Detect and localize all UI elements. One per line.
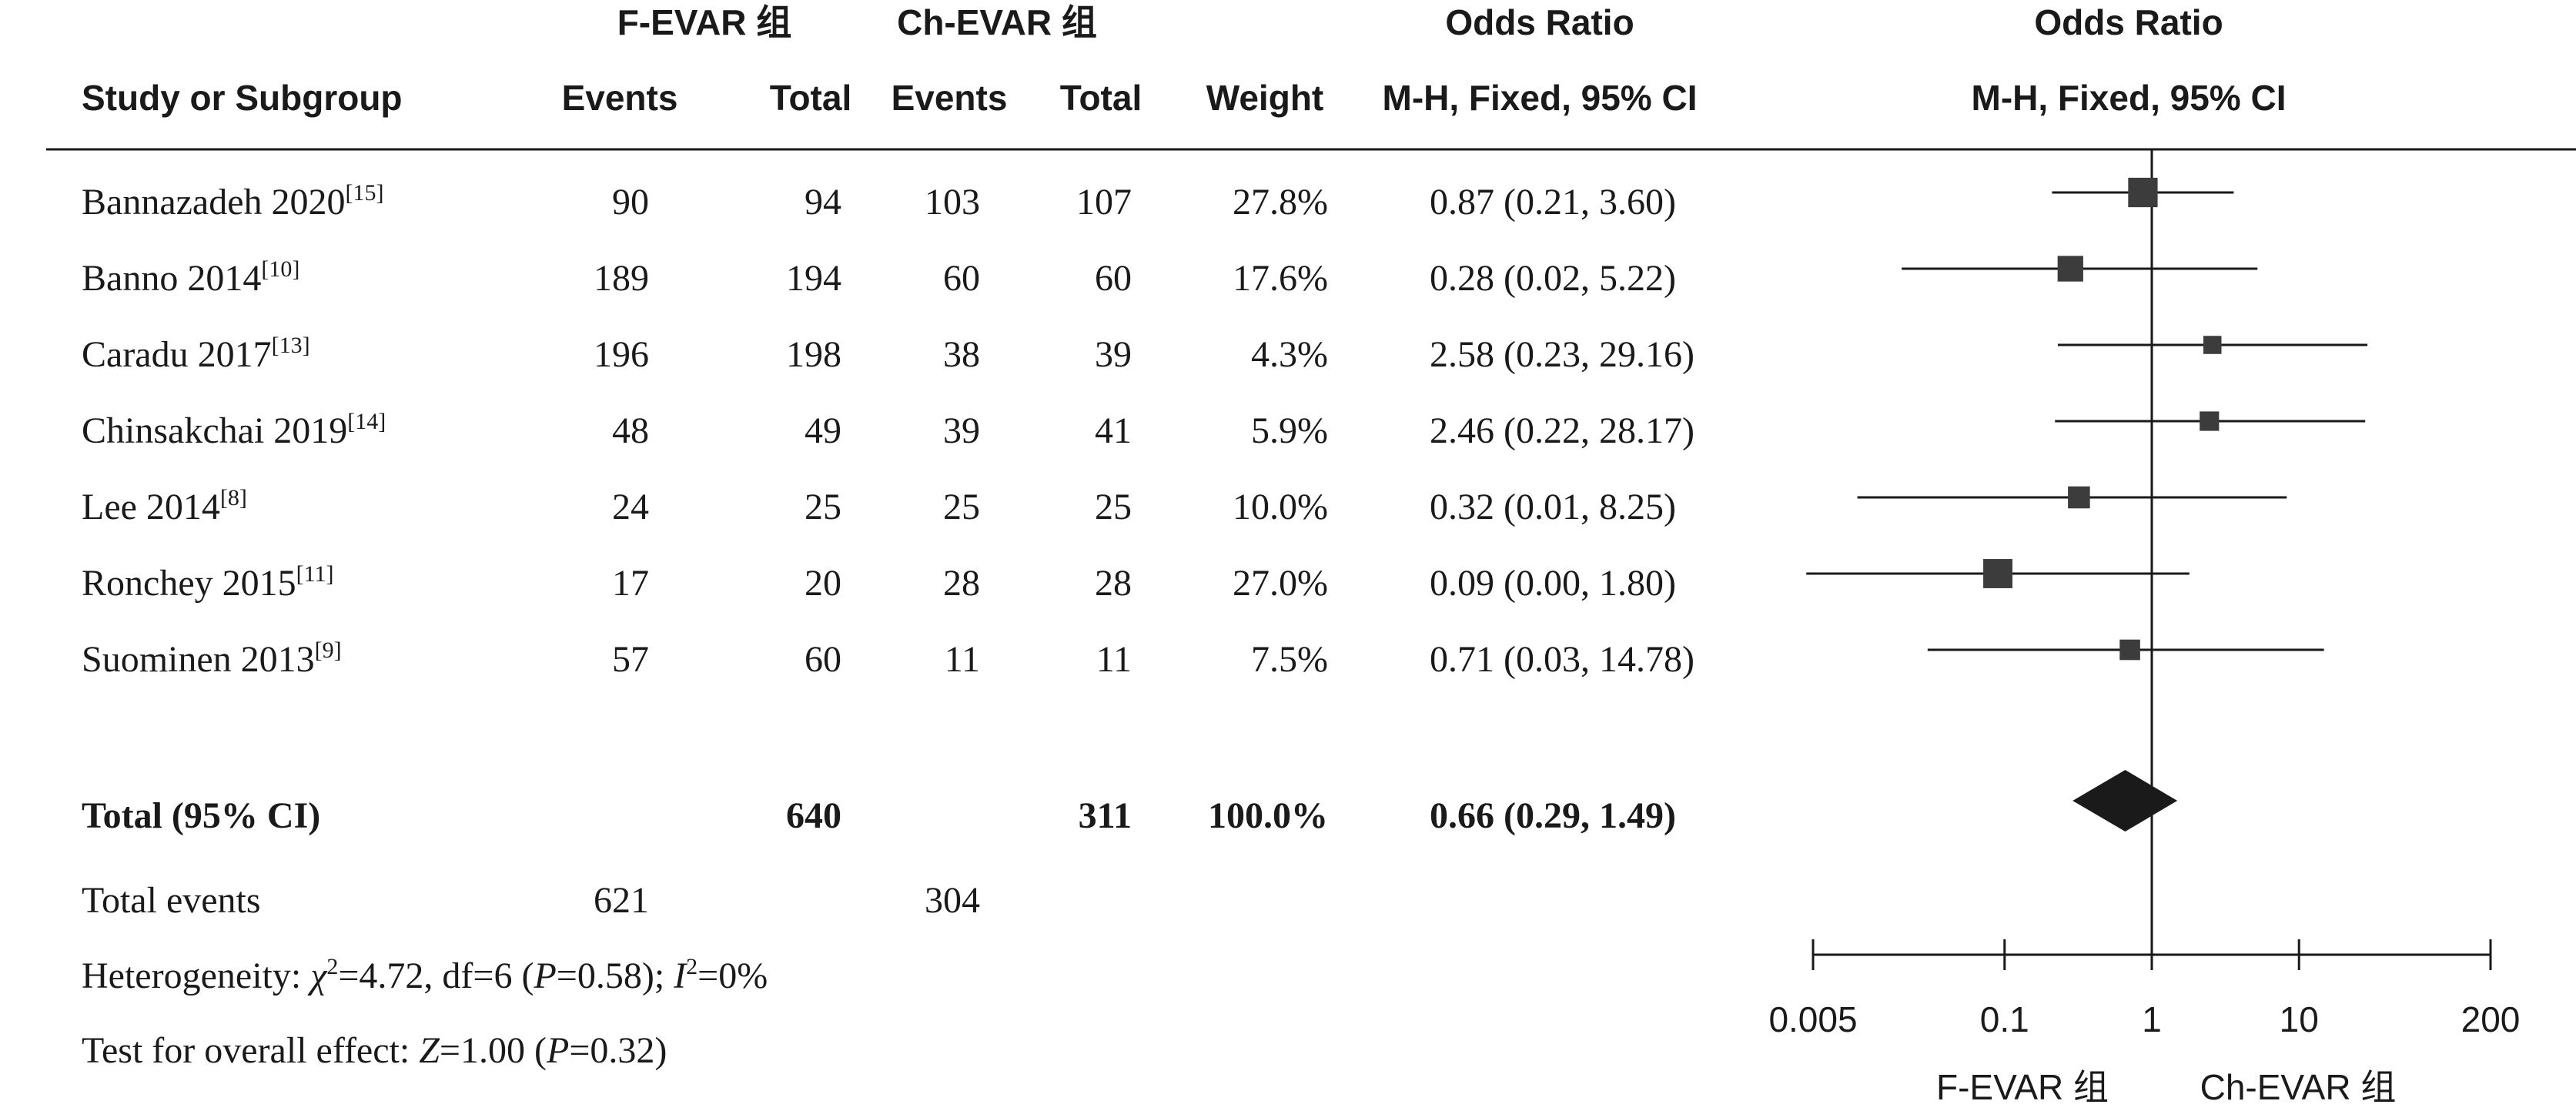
study-name: Lee 2014[8] xyxy=(82,485,247,527)
events1-cell: 17 xyxy=(612,563,649,604)
favours-left-label: F-EVAR 组 xyxy=(1936,1067,2109,1107)
point-estimate-box xyxy=(2057,256,2083,282)
total1-cell: 49 xyxy=(805,410,841,451)
total-t1: 640 xyxy=(786,795,841,836)
total1-header: Total xyxy=(770,78,851,118)
study-name: Caradu 2017[13] xyxy=(82,333,310,375)
overall-effect-text: Test for overall effect: Z=1.00 (P=0.32) xyxy=(82,1030,667,1071)
group1-header: F-EVAR 组 xyxy=(617,2,792,42)
total-or-text: 0.66 (0.29, 1.49) xyxy=(1430,795,1676,836)
events1-cell: 24 xyxy=(612,487,649,527)
point-estimate-box xyxy=(2200,411,2220,431)
x-tick-label: 0.005 xyxy=(1768,999,1857,1039)
or-text-cell: 0.28 (0.02, 5.22) xyxy=(1430,258,1676,299)
group2-header: Ch-EVAR 组 xyxy=(897,2,1097,42)
or-text-cell: 0.71 (0.03, 14.78) xyxy=(1430,639,1694,680)
study-name: Ronchey 2015[11] xyxy=(82,561,334,604)
point-estimate-box xyxy=(2203,336,2222,354)
summary-diamond xyxy=(2073,770,2178,832)
x-tick-label: 1 xyxy=(2142,999,2162,1039)
point-estimate-box xyxy=(2119,639,2140,661)
x-tick-label: 10 xyxy=(2280,999,2319,1039)
total-t2: 311 xyxy=(1079,795,1132,836)
favours-right-label: Ch-EVAR 组 xyxy=(2200,1067,2397,1107)
events1-cell: 189 xyxy=(594,258,649,299)
total2-cell: 39 xyxy=(1095,334,1132,375)
total-events-label: Total events xyxy=(82,880,261,921)
or-text-cell: 0.09 (0.00, 1.80) xyxy=(1430,563,1676,604)
or-text-cell: 2.46 (0.22, 28.17) xyxy=(1430,410,1694,451)
total2-cell: 41 xyxy=(1095,410,1132,451)
total2-cell: 11 xyxy=(1096,639,1132,680)
study-name: Bannazadeh 2020[15] xyxy=(82,180,384,223)
total2-header: Total xyxy=(1060,78,1142,118)
total1-cell: 194 xyxy=(786,258,841,299)
total1-cell: 198 xyxy=(786,334,841,375)
weight-cell: 4.3% xyxy=(1251,334,1328,375)
weight-cell: 10.0% xyxy=(1233,487,1328,527)
point-estimate-box xyxy=(2128,177,2158,208)
study-name: Chinsakchai 2019[14] xyxy=(82,409,386,451)
or-text-cell: 0.87 (0.21, 3.60) xyxy=(1430,182,1676,223)
x-tick-label: 0.1 xyxy=(1980,999,2029,1039)
total2-cell: 107 xyxy=(1076,182,1132,223)
events2-cell: 11 xyxy=(945,639,980,680)
weight-cell: 27.0% xyxy=(1233,563,1328,604)
point-estimate-box xyxy=(1983,559,2012,588)
study-name: Banno 2014[10] xyxy=(82,256,299,299)
total-weight: 100.0% xyxy=(1208,795,1328,836)
total1-cell: 20 xyxy=(805,563,841,604)
or-plot-header: Odds Ratio xyxy=(2034,2,2223,42)
weight-header: Weight xyxy=(1206,78,1323,118)
events1-cell: 90 xyxy=(612,182,649,223)
study-header: Study or Subgroup xyxy=(82,78,403,118)
x-tick-label: 200 xyxy=(2461,999,2521,1039)
weight-cell: 27.8% xyxy=(1233,182,1328,223)
total2-cell: 28 xyxy=(1095,563,1132,604)
study-name: Suominen 2013[9] xyxy=(82,637,342,680)
study-rows: Bannazadeh 2020[15] 90 94 103 107 27.8% 0.87 (… xyxy=(82,180,1694,680)
plot-method-header: M-H, Fixed, 95% CI xyxy=(1972,78,2287,118)
weight-cell: 5.9% xyxy=(1251,410,1328,451)
method-header: M-H, Fixed, 95% CI xyxy=(1383,78,1698,118)
total1-cell: 60 xyxy=(805,639,841,680)
total-events-e2: 304 xyxy=(925,880,980,921)
events1-header: Events xyxy=(562,78,678,118)
weight-cell: 7.5% xyxy=(1251,639,1328,680)
events2-cell: 28 xyxy=(943,563,980,604)
events2-cell: 39 xyxy=(943,410,980,451)
events2-cell: 103 xyxy=(925,182,980,223)
total1-cell: 94 xyxy=(805,182,841,223)
events2-cell: 25 xyxy=(943,487,980,527)
total-label: Total (95% CI) xyxy=(82,795,320,836)
or-text-cell: 0.32 (0.01, 8.25) xyxy=(1430,487,1676,527)
events2-cell: 38 xyxy=(943,334,980,375)
total2-cell: 25 xyxy=(1095,487,1132,527)
events1-cell: 57 xyxy=(612,639,649,680)
total1-cell: 25 xyxy=(805,487,841,527)
events2-cell: 60 xyxy=(943,258,980,299)
weight-cell: 17.6% xyxy=(1233,258,1328,299)
total2-cell: 60 xyxy=(1095,258,1132,299)
total-events-e1: 621 xyxy=(594,880,649,921)
point-estimate-box xyxy=(2068,486,2090,509)
events1-cell: 48 xyxy=(612,410,649,451)
or-text-cell: 2.58 (0.23, 29.16) xyxy=(1430,334,1694,375)
events1-cell: 196 xyxy=(594,334,649,375)
forest-plot-area: 0.005 0.1 1 10 200 F-EVAR 组 Ch-EVAR 组 xyxy=(1768,149,2520,1107)
events2-header: Events xyxy=(892,78,1008,118)
or-column-header: Odds Ratio xyxy=(1445,2,1634,42)
heterogeneity-text: Heterogeneity: χ2=4.72, df=6 (P=0.58); I… xyxy=(82,954,768,996)
